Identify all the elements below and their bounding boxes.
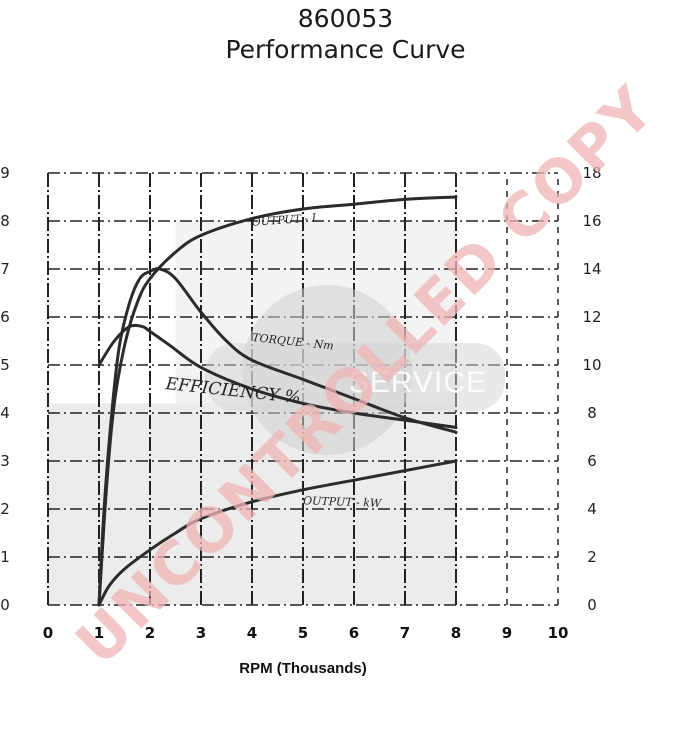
y-right-tick-label: 18 [582, 164, 601, 182]
series-line-1 [97, 267, 458, 607]
series-label-3: OUTPUT - kW [303, 494, 383, 510]
center-logo-mark: SERVICE [205, 285, 505, 455]
x-tick-label: 1 [94, 624, 104, 642]
y-right-tick-label: 2 [587, 548, 597, 566]
x-axis-label: RPM (Thousands) [239, 660, 367, 677]
y-left-tick-label: 5 [0, 356, 10, 374]
x-tick-label: 0 [43, 624, 53, 642]
y-left-tick-label: 3 [0, 452, 10, 470]
chart-title-part-number: 860053 [297, 4, 394, 33]
y-left-tick-label: 9 [0, 164, 10, 182]
series-line-2 [97, 323, 458, 429]
y-right-tick-label: 6 [587, 452, 597, 470]
y-right-tick-label: 12 [582, 308, 601, 326]
y-right-tick-label: 16 [582, 212, 601, 230]
y-right-tick-label: 14 [582, 260, 601, 278]
y-left-tick-label: 1 [0, 548, 10, 566]
x-tick-label: 9 [502, 624, 512, 642]
x-tick-label: 2 [145, 624, 155, 642]
y-right-tick-label: 10 [582, 356, 601, 374]
y-left-tick-label: 0 [0, 596, 10, 614]
watermark-service-text: SERVICE [349, 366, 487, 399]
x-tick-label: 8 [451, 624, 461, 642]
x-tick-label: 3 [196, 624, 206, 642]
x-tick-label: 6 [349, 624, 359, 642]
y-right-tick-label: 0 [587, 596, 597, 614]
y-left-tick-label: 2 [0, 500, 10, 518]
y-left-tick-label: 6 [0, 308, 10, 326]
y-left-tick-label: 7 [0, 260, 10, 278]
x-tick-label: 5 [298, 624, 308, 642]
series-label-0: OUTPUT - I [251, 211, 317, 229]
y-right-tick-label: 4 [587, 500, 597, 518]
x-tick-label: 4 [247, 624, 257, 642]
x-tick-label: 7 [400, 624, 410, 642]
series-line-3 [97, 459, 458, 607]
y-right-tick-label: 8 [587, 404, 597, 422]
y-left-tick-label: 8 [0, 212, 10, 230]
y-left-tick-label: 4 [0, 404, 10, 422]
curve-layer [97, 195, 458, 607]
x-tick-label: 10 [548, 624, 569, 642]
chart-title: Performance Curve [225, 35, 466, 64]
